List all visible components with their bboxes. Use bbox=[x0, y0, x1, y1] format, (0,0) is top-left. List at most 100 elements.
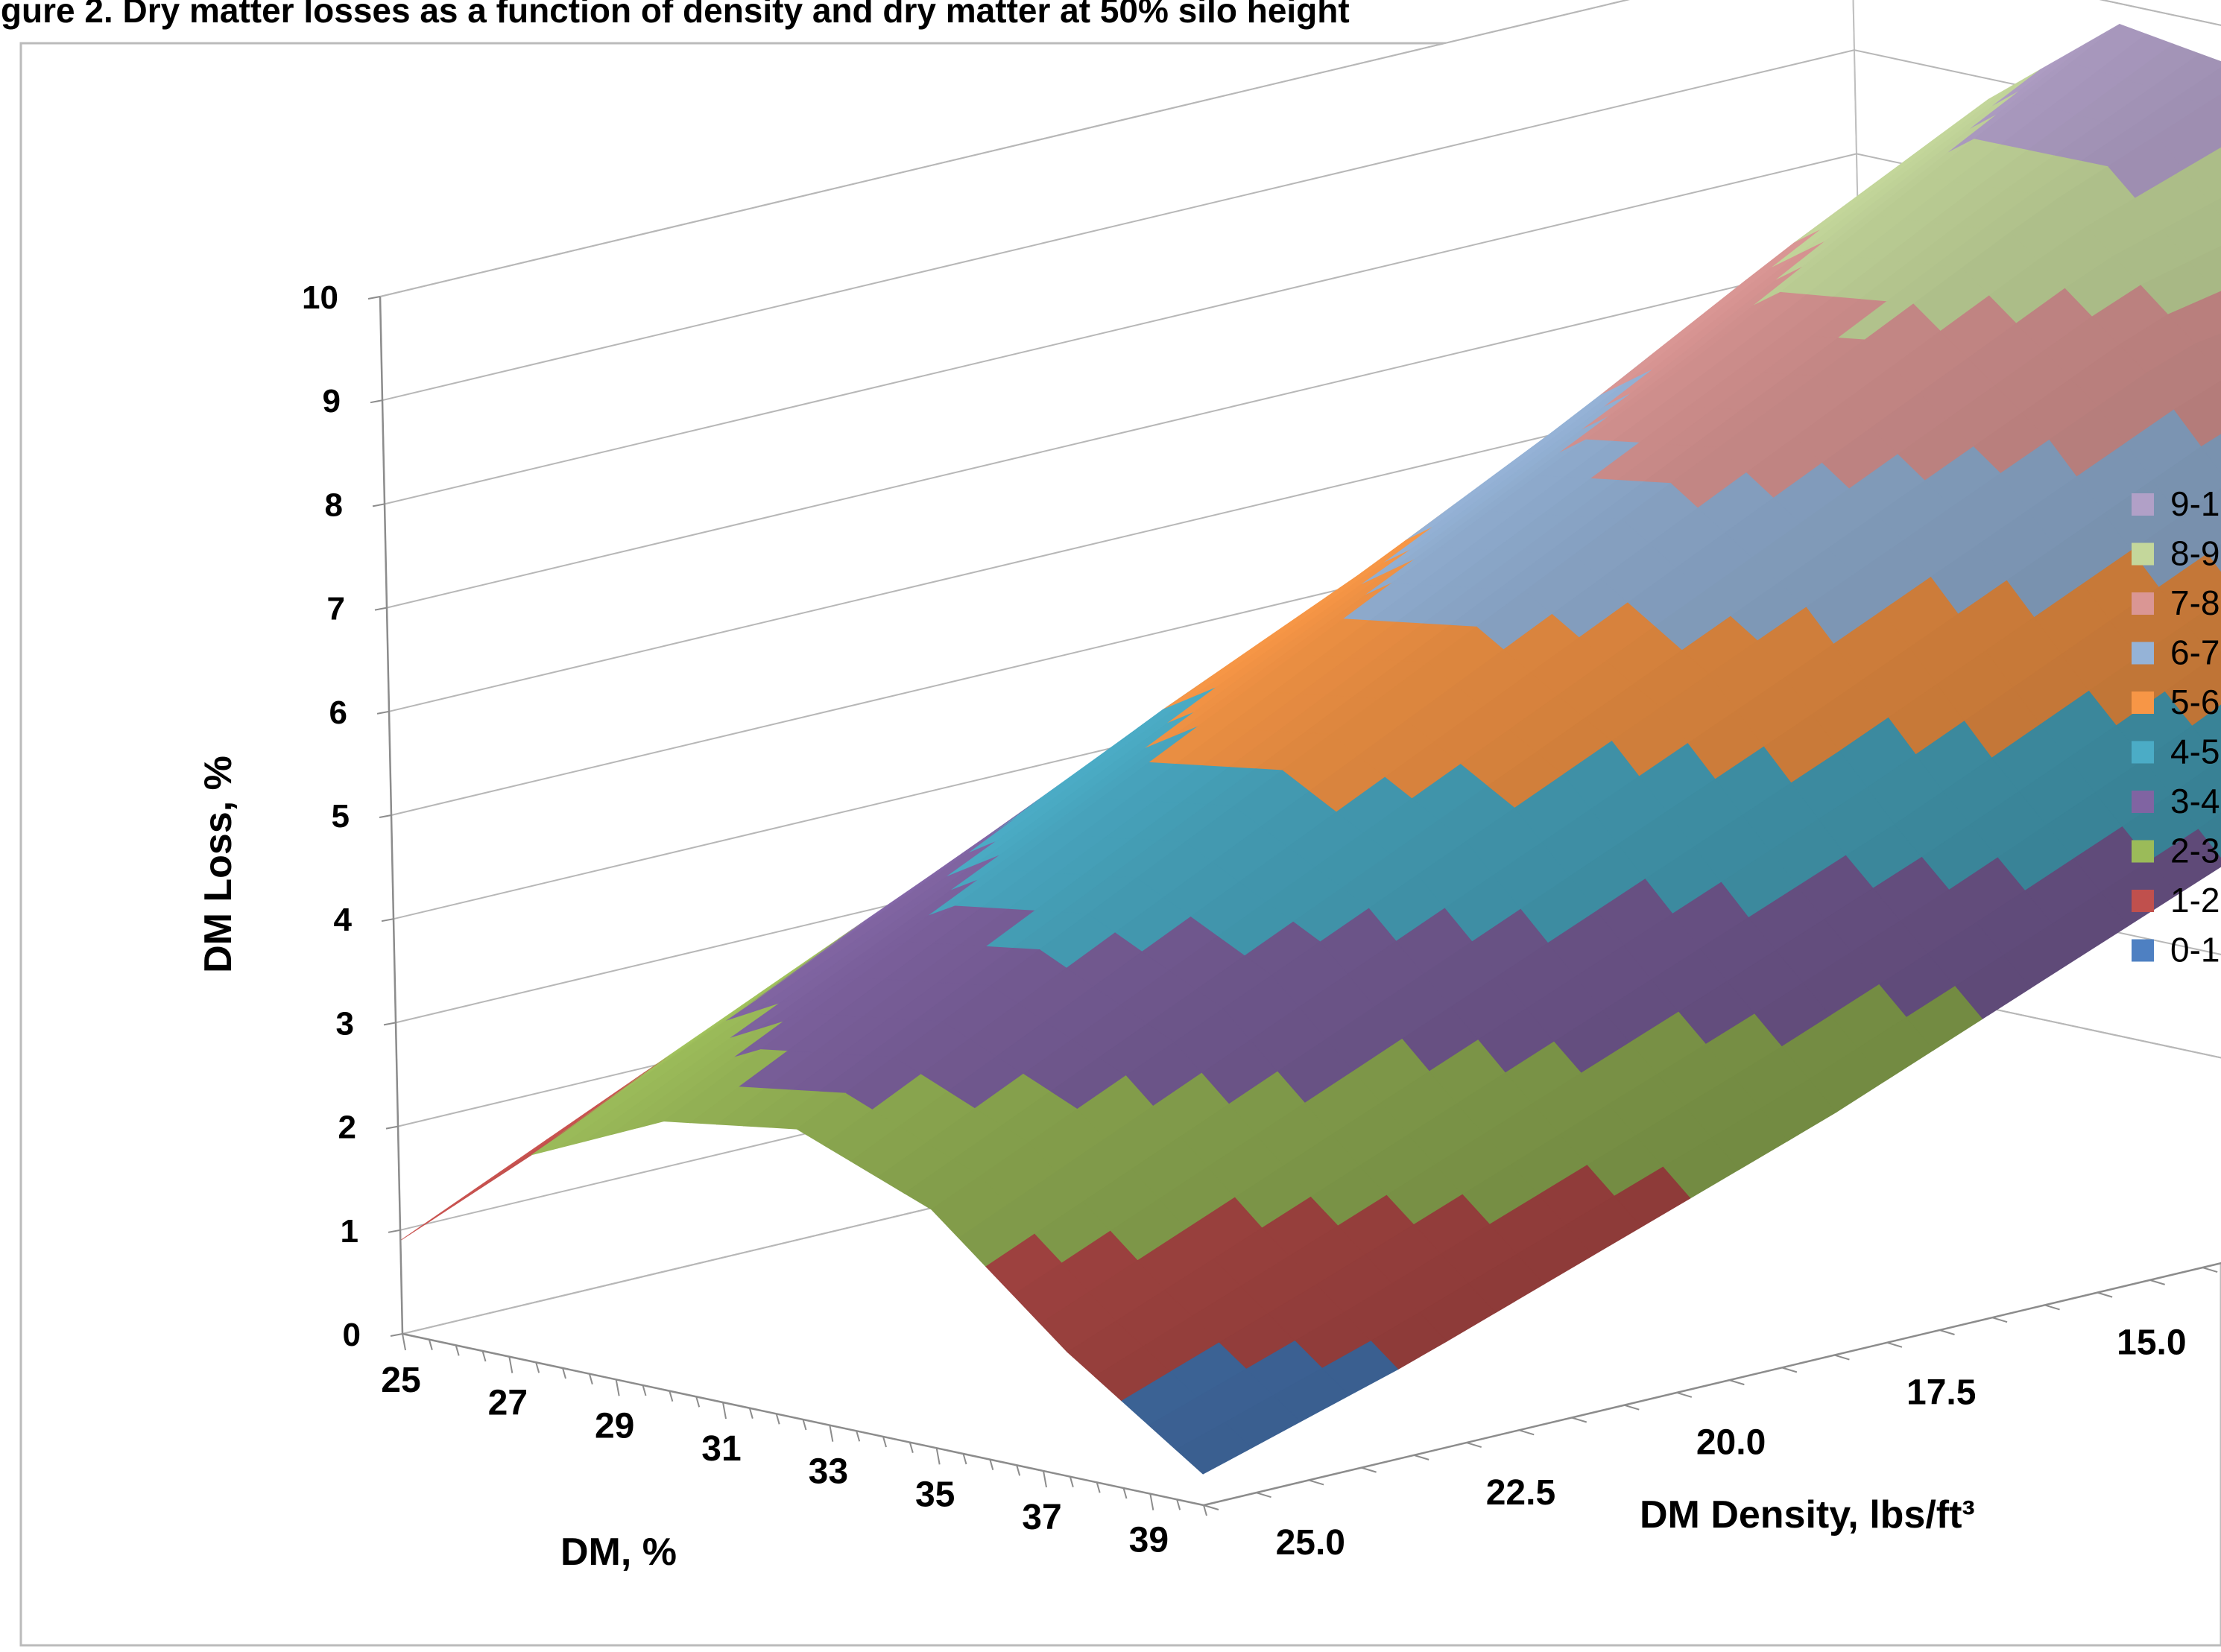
z-tick-label: 4 bbox=[334, 902, 353, 938]
z-tick-label: 2 bbox=[338, 1110, 356, 1146]
x-tick-label: 25 bbox=[381, 1361, 420, 1400]
z-tick-label: 9 bbox=[323, 383, 341, 420]
x-tick-mark bbox=[563, 1368, 566, 1379]
y-tick-mark bbox=[1677, 1393, 1692, 1397]
legend-label: 2-3 bbox=[2170, 832, 2220, 870]
legend-swatch bbox=[2132, 791, 2154, 813]
x-tick-mark bbox=[696, 1396, 699, 1407]
y-tick-mark bbox=[1467, 1443, 1482, 1447]
x-tick-label: 39 bbox=[1129, 1521, 1169, 1560]
legend-label: 8-9 bbox=[2170, 534, 2220, 573]
z-tick-mark bbox=[370, 400, 382, 402]
x-tick-mark bbox=[509, 1357, 512, 1373]
x-tick-mark bbox=[723, 1402, 726, 1419]
y-tick-mark bbox=[2097, 1293, 2112, 1297]
y-tick-label: 15.0 bbox=[2117, 1323, 2186, 1362]
x-tick-mark bbox=[1204, 1505, 1207, 1516]
legend-label: 7-8 bbox=[2170, 583, 2220, 622]
x-tick-mark bbox=[777, 1414, 780, 1424]
z-tick-mark bbox=[379, 815, 391, 817]
x-tick-mark bbox=[402, 1334, 405, 1350]
y-tick-mark bbox=[1887, 1343, 1902, 1347]
legend-label: 4-5 bbox=[2170, 732, 2220, 771]
legend-label: 0-1 bbox=[2170, 931, 2220, 969]
z-tick-mark bbox=[377, 712, 389, 714]
legend-swatch bbox=[2132, 642, 2154, 665]
z-tick-label: 8 bbox=[325, 487, 343, 523]
legend-swatch bbox=[2132, 543, 2154, 566]
x-tick-mark bbox=[1043, 1471, 1046, 1487]
x-tick-mark bbox=[1150, 1494, 1153, 1510]
x-tick-mark bbox=[830, 1425, 833, 1442]
z-tick-label: 1 bbox=[341, 1213, 358, 1250]
x-tick-mark bbox=[803, 1420, 806, 1430]
x-tick-mark bbox=[883, 1437, 886, 1447]
x-tick-mark bbox=[536, 1362, 539, 1373]
z-tick-mark bbox=[375, 608, 387, 610]
legend-label: 9-10 bbox=[2170, 484, 2221, 523]
x-axis-title: DM, % bbox=[560, 1531, 677, 1574]
x-tick-mark bbox=[1177, 1499, 1180, 1510]
z-tick-mark bbox=[384, 1022, 396, 1025]
z-tick-label: 5 bbox=[332, 798, 350, 835]
x-tick-mark bbox=[1124, 1488, 1127, 1498]
y-tick-label: 17.5 bbox=[1906, 1373, 1976, 1413]
legend-swatch bbox=[2132, 741, 2154, 764]
z-tick-mark bbox=[391, 1334, 402, 1336]
x-tick-label: 29 bbox=[595, 1406, 634, 1446]
legend-swatch bbox=[2132, 692, 2154, 714]
y-tick-mark bbox=[1362, 1468, 1377, 1472]
x-tick-mark bbox=[616, 1379, 619, 1396]
x-tick-label: 27 bbox=[488, 1384, 528, 1423]
x-tick-label: 35 bbox=[915, 1475, 955, 1514]
legend-swatch bbox=[2132, 940, 2154, 962]
z-tick-mark bbox=[373, 504, 385, 506]
y-tick-mark bbox=[2150, 1280, 2165, 1285]
y-tick-mark bbox=[2202, 1268, 2217, 1272]
z-tick-mark bbox=[382, 919, 394, 921]
z-tick-mark bbox=[388, 1230, 400, 1232]
x-tick-mark bbox=[750, 1408, 753, 1419]
y-tick-mark bbox=[1519, 1430, 1534, 1434]
legend-label: 5-6 bbox=[2170, 683, 2220, 721]
y-tick-label: 20.0 bbox=[1696, 1423, 1766, 1463]
y-tick-mark bbox=[1257, 1493, 1271, 1497]
legend-label: 3-4 bbox=[2170, 782, 2220, 820]
z-tick-label: 10 bbox=[302, 279, 338, 316]
legend-swatch bbox=[2132, 592, 2154, 615]
y-tick-mark bbox=[1834, 1355, 1849, 1360]
z-tick-mark bbox=[368, 297, 380, 299]
x-tick-mark bbox=[937, 1448, 940, 1464]
legend-swatch bbox=[2132, 841, 2154, 863]
y-tick-mark bbox=[1782, 1367, 1797, 1372]
x-tick-label: 33 bbox=[809, 1452, 848, 1492]
x-tick-mark bbox=[643, 1385, 646, 1396]
x-tick-mark bbox=[456, 1345, 459, 1355]
legend-swatch bbox=[2132, 890, 2154, 912]
x-tick-mark bbox=[856, 1431, 859, 1441]
x-tick-mark bbox=[590, 1374, 593, 1384]
y-tick-mark bbox=[1572, 1418, 1587, 1422]
z-tick-label: 7 bbox=[327, 591, 345, 627]
z-axis-title: DM Loss, % bbox=[197, 756, 240, 973]
legend-label: 1-2 bbox=[2170, 881, 2220, 920]
x-tick-mark bbox=[910, 1443, 913, 1453]
y-tick-label: 22.5 bbox=[1486, 1473, 1555, 1513]
x-tick-mark bbox=[483, 1351, 486, 1361]
x-tick-mark bbox=[990, 1460, 993, 1470]
x-tick-mark bbox=[1017, 1465, 1020, 1475]
y-axis-title: DM Density, lbs/ft³ bbox=[1640, 1493, 1975, 1537]
y-tick-mark bbox=[1729, 1380, 1744, 1384]
y-tick-mark bbox=[1309, 1480, 1324, 1484]
z-tick-mark bbox=[386, 1127, 398, 1129]
x-tick-label: 31 bbox=[701, 1429, 741, 1469]
x-tick-mark bbox=[1097, 1482, 1100, 1493]
y-tick-mark bbox=[1414, 1455, 1429, 1460]
y-tick-mark bbox=[1624, 1405, 1639, 1410]
y-tick-mark bbox=[2045, 1305, 2060, 1309]
legend-label: 6-7 bbox=[2170, 633, 2220, 672]
x-tick-mark bbox=[669, 1391, 672, 1402]
y-tick-label: 25.0 bbox=[1276, 1523, 1345, 1563]
